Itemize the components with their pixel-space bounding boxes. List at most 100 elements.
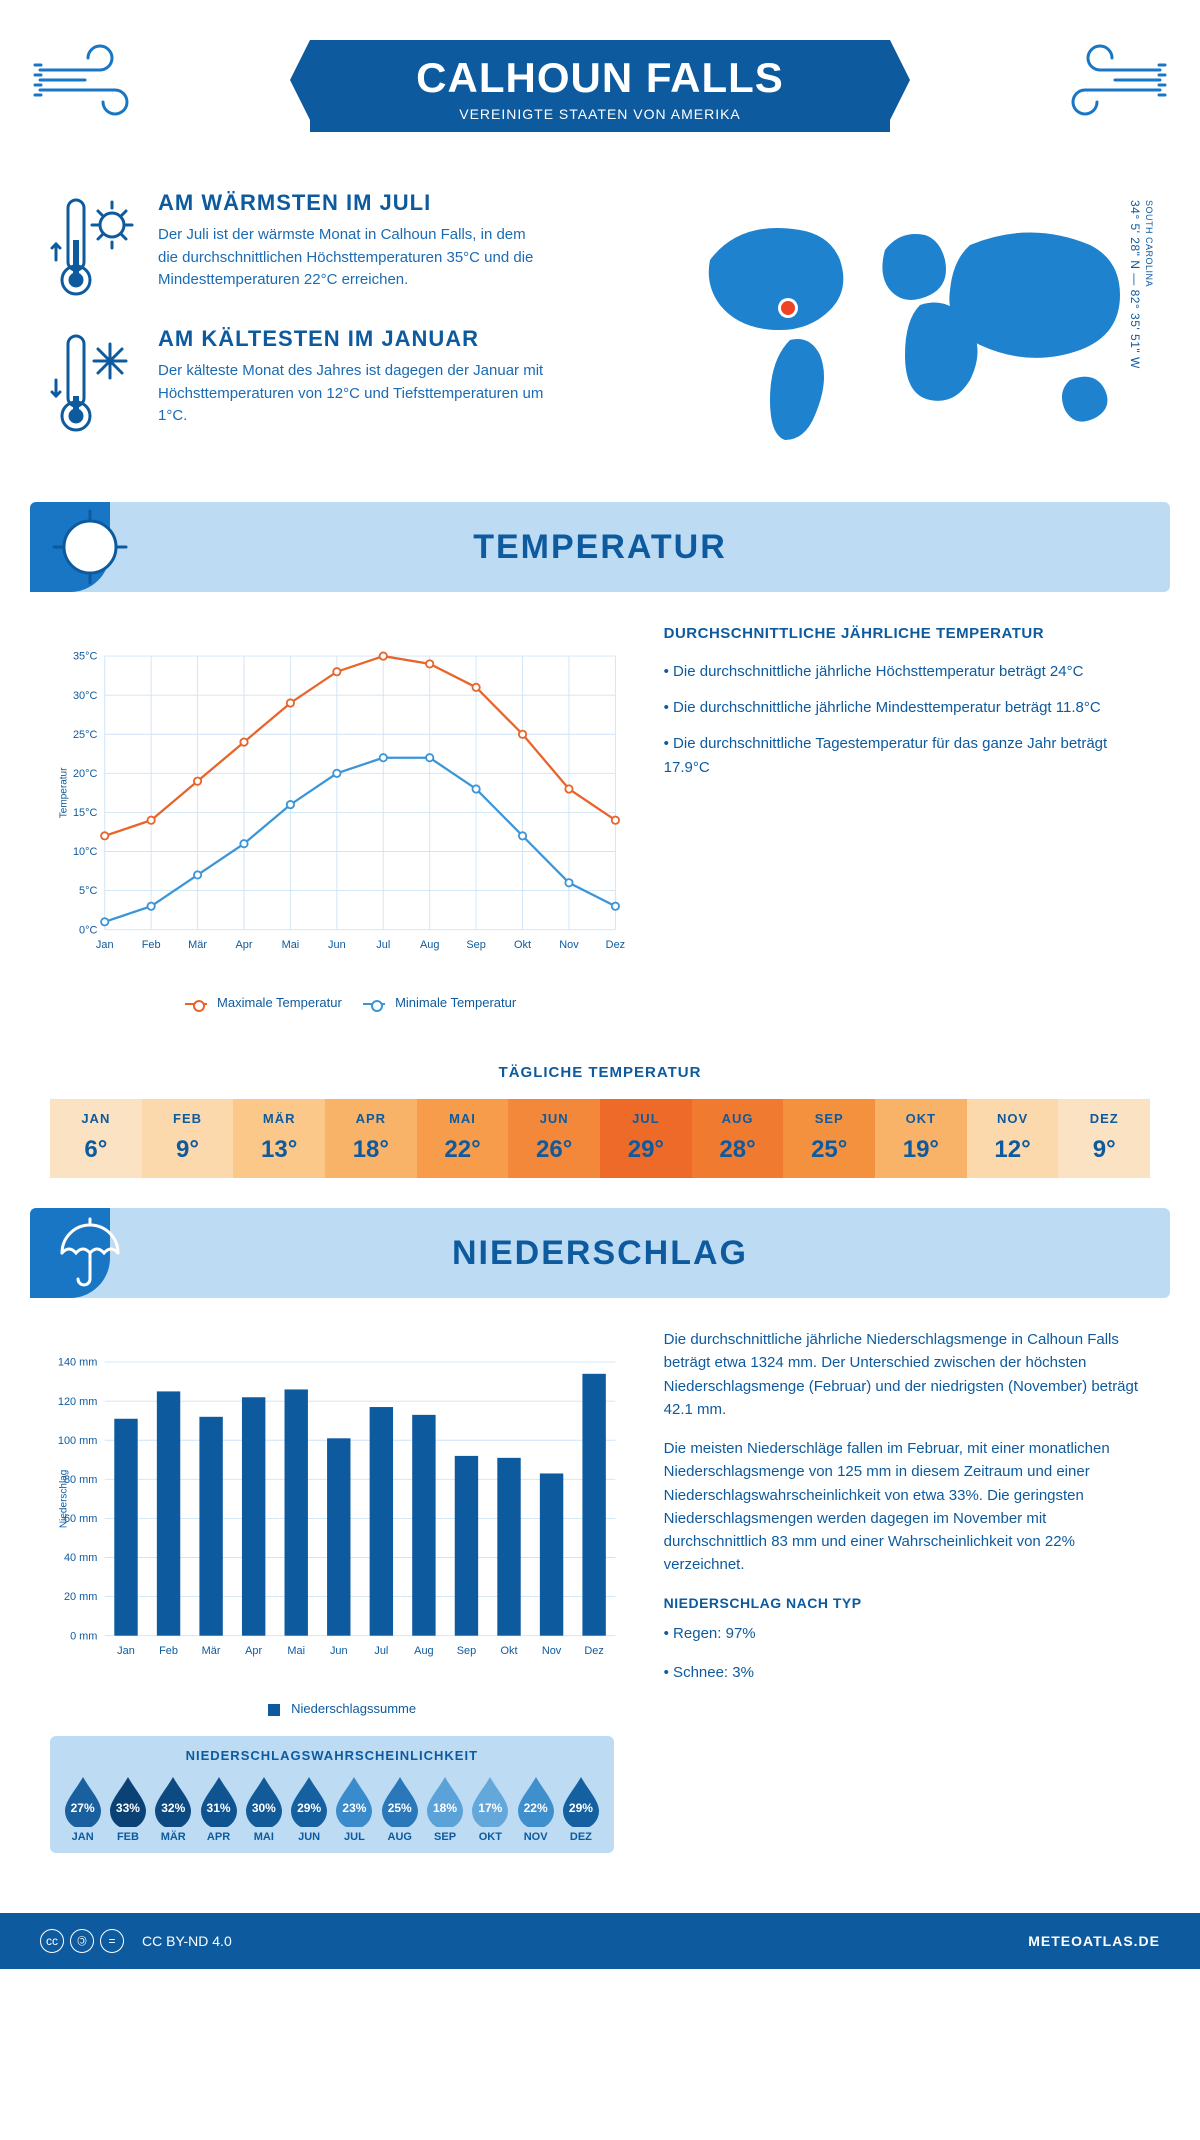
- precip-prob-cell: 29% DEZ: [558, 1775, 603, 1843]
- svg-text:Okt: Okt: [514, 939, 531, 951]
- title-ribbon: CALHOUN FALLS VEREINIGTE STAATEN VON AME…: [310, 40, 890, 132]
- precip-prob-cell: 22% NOV: [513, 1775, 558, 1843]
- coldest-title: AM KÄLTESTEN IM JANUAR: [158, 326, 548, 352]
- svg-text:30°C: 30°C: [73, 690, 98, 702]
- daily-temp-cell: FEB9°: [142, 1099, 234, 1178]
- svg-text:0 mm: 0 mm: [70, 1630, 97, 1642]
- daily-temp-cell: APR18°: [325, 1099, 417, 1178]
- page-subtitle: VEREINIGTE STAATEN VON AMERIKA: [370, 106, 830, 122]
- cc-icons: cc🄯=: [40, 1929, 130, 1953]
- svg-text:Sep: Sep: [466, 939, 485, 951]
- daily-temp-cell: OKT19°: [875, 1099, 967, 1178]
- svg-text:25°C: 25°C: [73, 729, 98, 741]
- svg-text:Aug: Aug: [414, 1645, 433, 1657]
- umbrella-icon: [50, 1213, 130, 1293]
- temperature-summary: DURCHSCHNITTLICHE JÄHRLICHE TEMPERATUR •…: [664, 622, 1150, 1014]
- svg-text:5°C: 5°C: [79, 885, 97, 897]
- svg-text:Temperatur: Temperatur: [58, 767, 69, 818]
- svg-text:Dez: Dez: [606, 939, 625, 951]
- precip-prob-cell: 23% JUL: [332, 1775, 377, 1843]
- wind-icon: [30, 30, 150, 130]
- svg-text:Mai: Mai: [287, 1645, 305, 1657]
- svg-text:15°C: 15°C: [73, 807, 98, 819]
- svg-text:20°C: 20°C: [73, 768, 98, 780]
- svg-text:Apr: Apr: [235, 939, 252, 951]
- precip-prob-cell: 18% SEP: [422, 1775, 467, 1843]
- precip-heading: NIEDERSCHLAG: [452, 1234, 748, 1273]
- precip-probability-box: NIEDERSCHLAGSWAHRSCHEINLICHKEIT 27% JAN …: [50, 1736, 614, 1853]
- daily-temp-title: TÄGLICHE TEMPERATUR: [30, 1064, 1170, 1081]
- svg-text:Aug: Aug: [420, 939, 439, 951]
- coordinates: SOUTH CAROLINA 34° 5' 28" N — 82° 35' 51…: [1128, 200, 1156, 369]
- daily-temp-cell: AUG28°: [692, 1099, 784, 1178]
- svg-text:Mai: Mai: [282, 939, 300, 951]
- sun-icon: [50, 507, 130, 587]
- precip-legend: Niederschlagssumme: [50, 1693, 634, 1720]
- daily-temp-cell: MAI22°: [417, 1099, 509, 1178]
- svg-text:140 mm: 140 mm: [58, 1357, 98, 1369]
- temperature-heading: TEMPERATUR: [473, 528, 727, 567]
- precip-prob-cell: 27% JAN: [60, 1775, 105, 1843]
- svg-text:Dez: Dez: [584, 1645, 603, 1657]
- footer-brand: METEOATLAS.DE: [1028, 1933, 1160, 1949]
- svg-text:Okt: Okt: [501, 1645, 518, 1657]
- precipitation-chart: 0 mm20 mm40 mm60 mm80 mm100 mm120 mm140 …: [50, 1328, 634, 1720]
- thermometer-hot-icon: [50, 190, 140, 300]
- precip-prob-cell: 32% MÄR: [151, 1775, 196, 1843]
- section-temperature: TEMPERATUR: [30, 502, 1170, 592]
- svg-text:0°C: 0°C: [79, 924, 97, 936]
- svg-text:10°C: 10°C: [73, 846, 98, 858]
- precip-prob-cell: 17% OKT: [468, 1775, 513, 1843]
- header-band: CALHOUN FALLS VEREINIGTE STAATEN VON AME…: [30, 20, 1170, 160]
- footer: cc🄯= CC BY-ND 4.0 METEOATLAS.DE: [0, 1913, 1200, 1969]
- precip-prob-cell: 30% MAI: [241, 1775, 286, 1843]
- page-title: CALHOUN FALLS: [370, 54, 830, 102]
- license-text: CC BY-ND 4.0: [142, 1933, 232, 1949]
- daily-temp-cell: DEZ9°: [1058, 1099, 1150, 1178]
- daily-temp-cell: JAN6°: [50, 1099, 142, 1178]
- precip-prob-cell: 29% JUN: [286, 1775, 331, 1843]
- svg-text:35°C: 35°C: [73, 651, 98, 663]
- svg-text:Jul: Jul: [376, 939, 390, 951]
- svg-text:Apr: Apr: [245, 1645, 262, 1657]
- svg-text:Mär: Mär: [188, 939, 207, 951]
- daily-temp-grid: JAN6° FEB9° MÄR13° APR18° MAI22° JUN26° …: [50, 1099, 1150, 1178]
- precip-summary: Die durchschnittliche jährliche Niedersc…: [664, 1328, 1150, 1863]
- temperature-chart: 0°C 5°C 10°C 15°C 20°C 25°C 30°C 35°C Jan Feb Mär A…: [50, 622, 634, 1014]
- svg-text:Jan: Jan: [117, 1645, 135, 1657]
- svg-text:Jun: Jun: [328, 939, 346, 951]
- coldest-body: Der kälteste Monat des Jahres ist dagege…: [158, 360, 548, 428]
- svg-text:Jul: Jul: [374, 1645, 388, 1657]
- svg-text:Feb: Feb: [142, 939, 161, 951]
- daily-temp-cell: MÄR13°: [233, 1099, 325, 1178]
- world-map: SOUTH CAROLINA 34° 5' 28" N — 82° 35' 51…: [670, 190, 1150, 462]
- daily-temp-cell: JUN26°: [508, 1099, 600, 1178]
- svg-text:Nov: Nov: [559, 939, 579, 951]
- precip-prob-cell: 33% FEB: [105, 1775, 150, 1843]
- thermometer-cold-icon: [50, 326, 140, 436]
- svg-text:Jan: Jan: [96, 939, 114, 951]
- svg-text:40 mm: 40 mm: [64, 1552, 97, 1564]
- warmest-fact: AM WÄRMSTEN IM JULI Der Juli ist der wär…: [50, 190, 640, 300]
- section-precipitation: NIEDERSCHLAG: [30, 1208, 1170, 1298]
- svg-text:100 mm: 100 mm: [58, 1435, 98, 1447]
- coldest-fact: AM KÄLTESTEN IM JANUAR Der kälteste Mona…: [50, 326, 640, 436]
- temp-legend: Maximale Temperatur Minimale Temperatur: [50, 987, 634, 1014]
- precip-prob-cell: 31% APR: [196, 1775, 241, 1843]
- svg-text:Feb: Feb: [159, 1645, 178, 1657]
- svg-text:20 mm: 20 mm: [64, 1591, 97, 1603]
- svg-text:Nov: Nov: [542, 1645, 562, 1657]
- daily-temp-cell: NOV12°: [967, 1099, 1059, 1178]
- warmest-title: AM WÄRMSTEN IM JULI: [158, 190, 548, 216]
- warmest-body: Der Juli ist der wärmste Monat in Calhou…: [158, 224, 548, 292]
- wind-icon: [1050, 30, 1170, 130]
- svg-text:Sep: Sep: [457, 1645, 476, 1657]
- svg-text:120 mm: 120 mm: [58, 1396, 98, 1408]
- daily-temp-cell: JUL29°: [600, 1099, 692, 1178]
- top-facts-row: AM WÄRMSTEN IM JULI Der Juli ist der wär…: [30, 190, 1170, 492]
- svg-text:Niederschlag: Niederschlag: [58, 1470, 69, 1528]
- svg-text:Jun: Jun: [330, 1645, 348, 1657]
- daily-temp-cell: SEP25°: [783, 1099, 875, 1178]
- precip-prob-cell: 25% AUG: [377, 1775, 422, 1843]
- svg-text:Mär: Mär: [202, 1645, 221, 1657]
